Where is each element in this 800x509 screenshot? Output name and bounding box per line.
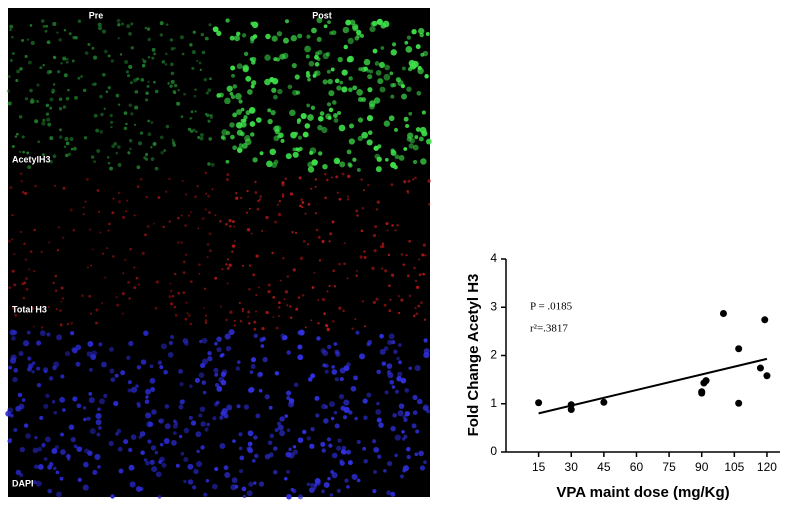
y-tick-label: 4 <box>490 251 497 265</box>
x-tick-label: 105 <box>724 460 744 474</box>
x-tick-label: 120 <box>757 460 777 474</box>
data-point <box>761 316 769 324</box>
y-tick-label: 2 <box>490 348 497 362</box>
x-tick-label: 90 <box>695 460 709 474</box>
x-tick-label: 45 <box>597 460 611 474</box>
data-point <box>535 399 543 407</box>
y-axis-title: Fold Change Acetyl H3 <box>465 274 482 437</box>
data-point <box>763 372 771 380</box>
y-tick-label: 1 <box>490 396 497 410</box>
annotation: P = .0185 <box>530 301 573 313</box>
data-point <box>698 389 706 397</box>
data-point <box>735 399 743 407</box>
data-point <box>735 345 743 353</box>
data-point <box>702 377 710 385</box>
row-label: AcetylH3 <box>12 154 51 164</box>
scatter-chart: P = .0185 r²=.3817 VPA maint dose (mg/Kg… <box>465 251 780 501</box>
row-label: Total H3 <box>12 304 47 314</box>
data-point <box>756 364 764 372</box>
data-point <box>567 401 575 409</box>
data-point <box>600 398 608 406</box>
regression-line <box>538 357 768 415</box>
cell-dots <box>5 17 432 500</box>
y-tick-label: 3 <box>490 299 497 313</box>
data-point <box>567 406 575 414</box>
column-label: Post <box>312 10 332 20</box>
micrograph <box>8 8 430 497</box>
x-tick-label: 30 <box>565 460 579 474</box>
x-tick-label: 60 <box>630 460 644 474</box>
y-tick-label: 0 <box>490 444 497 458</box>
x-tick-label: 75 <box>662 460 676 474</box>
row-label: DAPI <box>12 478 34 488</box>
x-axis-title: VPA maint dose (mg/Kg) <box>556 484 729 501</box>
data-point <box>719 310 727 318</box>
annotation: r²=.3817 <box>530 323 568 335</box>
x-tick-label: 15 <box>532 460 546 474</box>
column-label: Pre <box>89 10 104 20</box>
